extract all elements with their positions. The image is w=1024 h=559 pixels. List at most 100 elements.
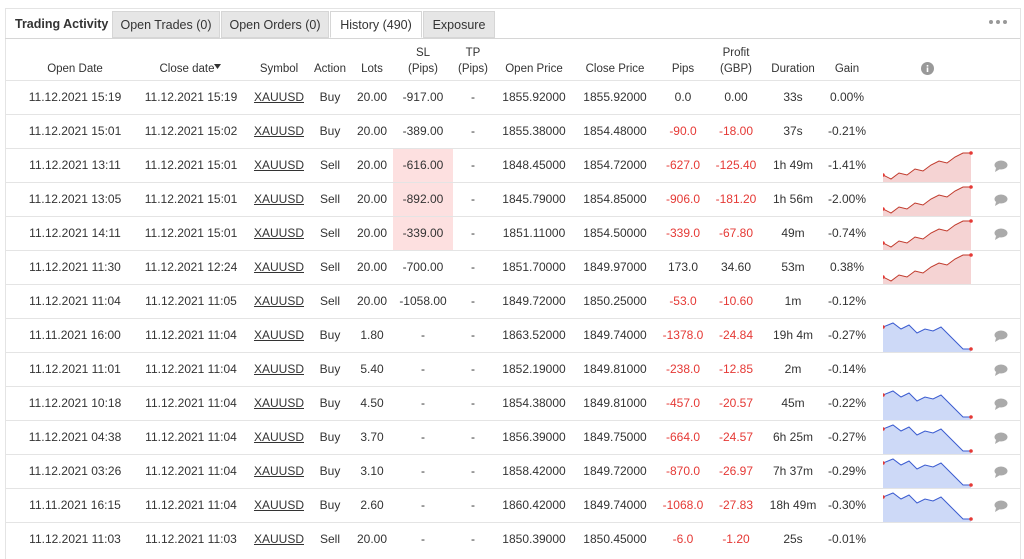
cell: -870.0 [665,464,701,478]
cell: Sell [319,532,340,546]
column-header: TP [465,47,481,59]
table-row[interactable]: 11.11.2021 16:00 11.12.2021 11:04 XAUUSD Bu… [5,318,1020,353]
cell: 1851.70000 [502,260,566,274]
comment-icon[interactable] [994,466,1008,478]
symbol-link[interactable]: XAUUSD [253,158,304,172]
cell: -20.57 [718,396,754,410]
symbol-link[interactable]: XAUUSD [253,532,304,546]
comment-icon[interactable] [994,432,1008,444]
comment-icon[interactable] [994,364,1008,376]
cell: 3.70 [360,430,384,444]
cell: 11.12.2021 10:18 [28,396,122,410]
cell: - [471,192,475,206]
sort-arrow[interactable] [214,64,221,69]
symbol-link[interactable]: XAUUSD [253,464,304,478]
cell: Sell [319,260,340,274]
table-row[interactable]: 11.12.2021 11:03 11.12.2021 11:03 XAUUSD Se… [5,522,1020,557]
tab[interactable]: History (490) [330,11,422,38]
table-row[interactable]: 11.12.2021 13:05 11.12.2021 15:01 XAUUSD Se… [5,182,1020,217]
cell: - [471,430,475,444]
cell: -53.0 [669,294,697,308]
tab[interactable]: Open Orders (0) [221,11,329,38]
cell: - [421,328,425,342]
cell: 20.00 [356,158,388,172]
comment-icon[interactable] [994,228,1008,240]
cell: 1855.92000 [502,90,566,104]
cell: -24.84 [718,328,754,342]
symbol-link[interactable]: XAUUSD [253,328,304,342]
symbol-link[interactable]: XAUUSD [253,362,304,376]
cell: - [471,498,475,512]
cell: 33s [783,90,803,104]
cell: - [471,362,475,376]
info-icon[interactable] [921,62,934,75]
cell: 1849.81000 [583,396,647,410]
comment-icon[interactable] [994,500,1008,512]
table-row[interactable]: 11.12.2021 11:01 11.12.2021 11:04 XAUUSD Bu… [5,352,1020,387]
table-row[interactable]: 11.11.2021 16:15 11.12.2021 11:04 XAUUSD Bu… [5,488,1020,523]
symbol-link[interactable]: XAUUSD [253,226,304,240]
symbol-link[interactable]: XAUUSD [253,90,304,104]
symbol-link[interactable]: XAUUSD [253,260,304,274]
comment-icon[interactable] [994,160,1008,172]
cell: 1845.79000 [502,192,566,206]
table-row[interactable]: 11.12.2021 04:38 11.12.2021 11:04 XAUUSD Bu… [5,420,1020,455]
cell: 20.00 [356,90,388,104]
column-header: SL [415,47,431,59]
cell: 11.12.2021 15:19 [144,90,238,104]
cell: 11.12.2021 11:04 [29,294,121,308]
symbol-link[interactable]: XAUUSD [253,498,304,512]
cell: -389.00 [402,124,444,138]
sl-alert-bg [393,183,453,217]
symbol-link[interactable]: XAUUSD [253,192,304,206]
cell: 1849.97000 [583,260,647,274]
cell: - [471,226,475,240]
comment-icon[interactable] [994,398,1008,410]
cell: 11.12.2021 15:01 [144,158,238,172]
cell: 11.12.2021 13:05 [28,192,122,206]
cell: -1068.0 [662,498,704,512]
cell: Sell [319,294,340,308]
cell: 1860.42000 [502,498,566,512]
cell: Buy [319,90,341,104]
table-row[interactable]: 11.12.2021 10:18 11.12.2021 11:04 XAUUSD Bu… [5,386,1020,421]
cell: -238.0 [665,362,701,376]
cell: 11.12.2021 14:11 [29,226,121,240]
column-header: Duration [771,63,815,75]
table-row[interactable]: 11.12.2021 15:19 11.12.2021 15:19 XAUUSD Bu… [5,80,1020,115]
table-row[interactable]: 11.12.2021 11:30 11.12.2021 12:24 XAUUSD Se… [5,250,1020,285]
cell: 25s [783,532,803,546]
cell: 18h 49m [769,498,817,512]
tab[interactable]: Exposure [423,11,495,38]
cell: 11.12.2021 15:01 [28,124,122,138]
cell: 11.12.2021 11:04 [145,396,237,410]
cell: 1858.42000 [502,464,566,478]
table-row[interactable]: 11.12.2021 14:11 11.12.2021 15:01 XAUUSD Se… [5,216,1020,251]
comment-icon[interactable] [994,330,1008,342]
column-header: (GBP) [720,63,752,75]
table-row[interactable]: 11.12.2021 11:04 11.12.2021 11:05 XAUUSD Se… [5,284,1020,319]
more-menu[interactable] [988,18,1008,26]
tab[interactable]: Open Trades (0) [112,11,220,38]
cell: - [471,260,475,274]
cell: 1h 49m [772,158,814,172]
table-row[interactable]: 11.12.2021 03:26 11.12.2021 11:04 XAUUSD Bu… [5,454,1020,489]
table-row[interactable]: 11.12.2021 15:01 11.12.2021 15:02 XAUUSD Bu… [5,114,1020,149]
comment-icon[interactable] [994,194,1008,206]
symbol-link[interactable]: XAUUSD [253,294,304,308]
cell: - [421,430,425,444]
symbol-link[interactable]: XAUUSD [253,124,304,138]
symbol-link[interactable]: XAUUSD [253,430,304,444]
sparkline [883,219,973,251]
cell: 11.12.2021 04:38 [28,430,122,444]
cell: 53m [781,260,805,274]
sparkline [883,390,973,421]
symbol-link[interactable]: XAUUSD [253,396,304,410]
cell: -24.57 [718,430,754,444]
sparkline [883,185,973,217]
cell: 1855.38000 [502,124,566,138]
column-header[interactable]: Close date [159,63,215,75]
cell: Buy [319,124,341,138]
table-row[interactable]: 11.12.2021 13:11 11.12.2021 15:01 XAUUSD Se… [5,148,1020,183]
cell: -457.0 [665,396,701,410]
